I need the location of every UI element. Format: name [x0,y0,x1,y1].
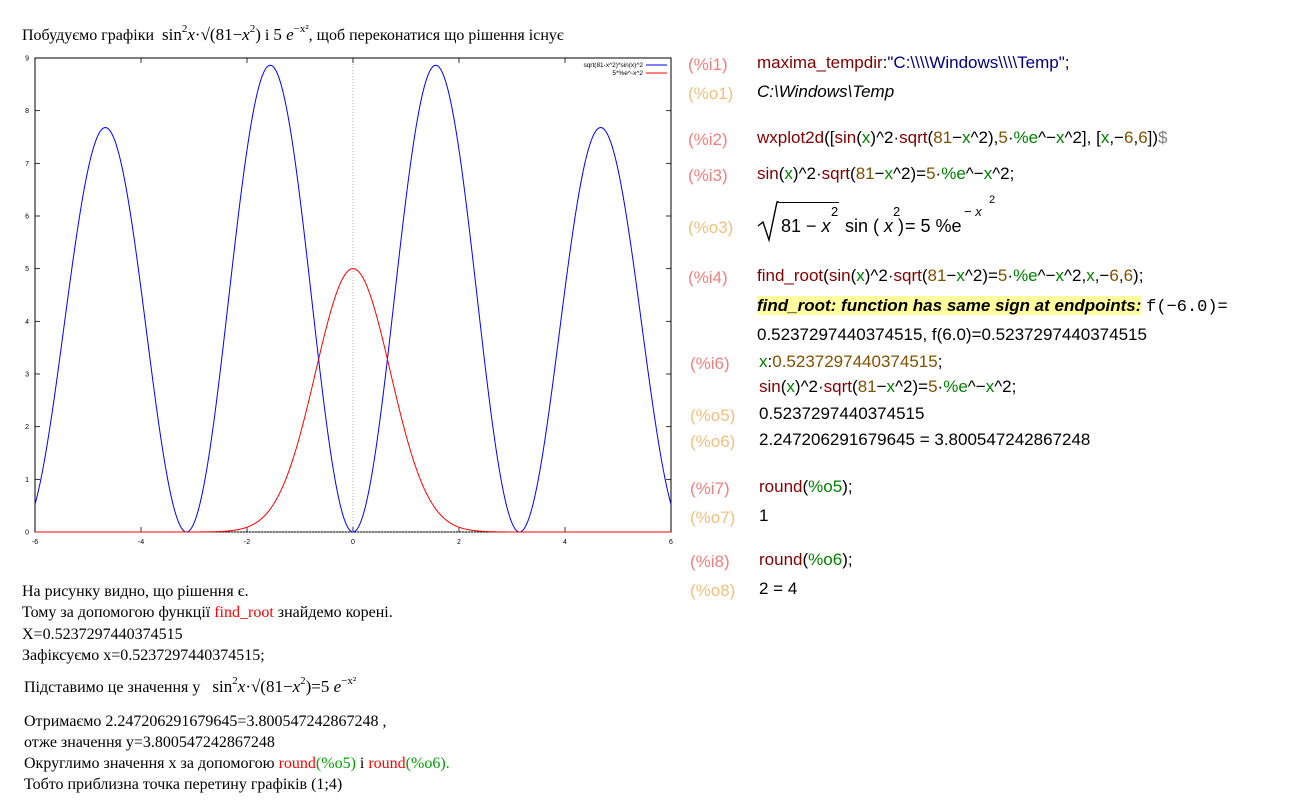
para-8-mid: і [359,755,365,772]
cell-warning: find_root: function has same sign at end… [757,296,1228,317]
para-7: отже значення y=3.800547242867248 [24,734,275,751]
x-tick-label: 2 [457,539,461,546]
cell-label-i2: (%i2) [688,130,728,149]
para-1: На рисунку видно, що рішення є. [22,583,249,600]
cell-label-i6: (%i6) [690,354,730,373]
para-4: Зафіксуємо x=0.5237297440374515; [22,647,265,664]
cell-label-o8: (%o8) [690,581,736,600]
y-tick-label: 5 [25,266,29,273]
cell-output-o5: 0.5237297440374515 [759,404,925,423]
y-tick-label: 7 [25,161,29,168]
cell-input-i8[interactable]: round(%o6); [759,550,853,569]
x-tick-label: -2 [244,539,250,546]
legend-label-1: sqrt(81-x^2)*sin(x)^2 [583,62,643,69]
para-2-fn: find_root [214,604,274,621]
para-8-fn2: round [368,755,406,772]
y-tick-label: 2 [25,424,29,431]
y-tick-label: 8 [25,108,29,115]
para-8-fn1: round [278,755,316,772]
cell-output-o8: 2 = 4 [759,579,798,598]
cell-label-o7: (%o7) [690,508,736,527]
cell-input-i4[interactable]: find_root(sin(x)^2·sqrt(81−x^2)=5·%e^−x^… [757,266,1144,285]
warning-value-1: f(−6.0)= [1146,298,1228,317]
cell-input-i1[interactable]: maxima_tempdir:"C:\\\\Windows\\\\Temp"; [757,53,1070,72]
cell-label-i8: (%i8) [690,552,730,571]
series-line-1 [34,64,672,533]
intro-and: і [264,27,270,44]
legend-label-2: 5*%e^-x^2 [612,70,643,77]
cell-warning-line2: 0.5237297440374515, f(6.0)=0.52372974403… [757,325,1147,344]
para-8: Округлимо значення x за допомогою round(… [24,755,450,773]
cell-label-i3: (%i3) [688,166,728,185]
cell-output-o7: 1 [759,506,769,525]
cell-input-i7[interactable]: round(%o5); [759,477,853,496]
x-tick-label: -6 [32,539,38,546]
intro-text: Побудуємо графіки [22,27,155,44]
x-tick-label: -4 [138,539,144,546]
y-tick-label: 9 [25,56,29,63]
para-8-arg1: (%o5) [315,755,356,772]
series-line-2 [35,268,671,533]
para-9: Тобто приблизна точка перетину графіків … [24,776,343,793]
cell-input-i2[interactable]: wxplot2d([sin(x)^2·sqrt(81−x^2),5·%e^−x^… [757,128,1168,147]
para-8-arg2: (%o6). [405,755,450,772]
y-tick-label: 1 [25,477,29,484]
cell-label-o1: (%o1) [688,84,734,103]
intro-formula-1: sin2x·√(81−x2) [162,25,261,44]
para-2: Тому за допомогою функції find_root знай… [22,604,393,622]
x-tick-label: 0 [351,539,355,546]
cell-label-o6: (%o6) [690,432,736,451]
para-3: X=0.5237297440374515 [22,626,183,643]
para-8-pre: Округлимо значення x за допомогою [24,755,275,772]
cell-label-o3: (%o3) [688,218,734,237]
sqrt-sign-icon [757,201,779,242]
cell-output-o1: C:\Windows\Temp [757,82,895,101]
x-tick-label: 4 [563,539,567,546]
y-tick-label: 0 [25,530,29,537]
para-2-pre: Тому за допомогою функції [22,604,211,621]
intro-suffix: , щоб переконатися що рішення існує [308,27,564,44]
x-tick-label: 6 [669,539,673,546]
cell-label-i4: (%i4) [688,268,728,287]
y-tick-label: 4 [25,319,29,326]
intro-formula-2: 5 e−x² [273,25,309,44]
para-5: Підставимо це значення у sin2x·√(81−x2)=… [24,675,357,697]
cell-label-i7: (%i7) [690,479,730,498]
warning-text: find_root: function has same sign at end… [757,296,1142,315]
cell-input-i6-line2[interactable]: sin(x)^2·sqrt(81−x^2)=5·%e^−x^2; [759,377,1017,396]
y-tick-label: 6 [25,214,29,221]
cell-label-o5: (%o5) [690,406,736,425]
para-2-post: знайдемо корені. [277,604,393,621]
cell-label-i1: (%i1) [688,55,728,74]
cell-input-i6-line1[interactable]: x:0.5237297440374515; [759,352,943,371]
cell-output-o6: 2.247206291679645 = 3.800547242867248 [759,430,1091,449]
intro-line: Побудуємо графіки sin2x·√(81−x2) і 5 e−x… [22,25,682,45]
cell-input-i3[interactable]: sin(x)^2·sqrt(81−x^2)=5·%e^−x^2; [757,164,1015,183]
para-6: Отримаємо 2.247206291679645=3.8005472428… [24,713,387,730]
y-tick-label: 3 [25,372,29,379]
para-5-formula: sin2x·√(81−x2)=5 e−x² [212,675,357,696]
para-5-pre: Підставимо це значення у [24,679,201,696]
plot-chart: -6 -4 -2 0 2 4 6 0 1 2 3 4 5 6 7 8 9 sqrt(81-x^2)*sin(x)… [25,56,673,547]
